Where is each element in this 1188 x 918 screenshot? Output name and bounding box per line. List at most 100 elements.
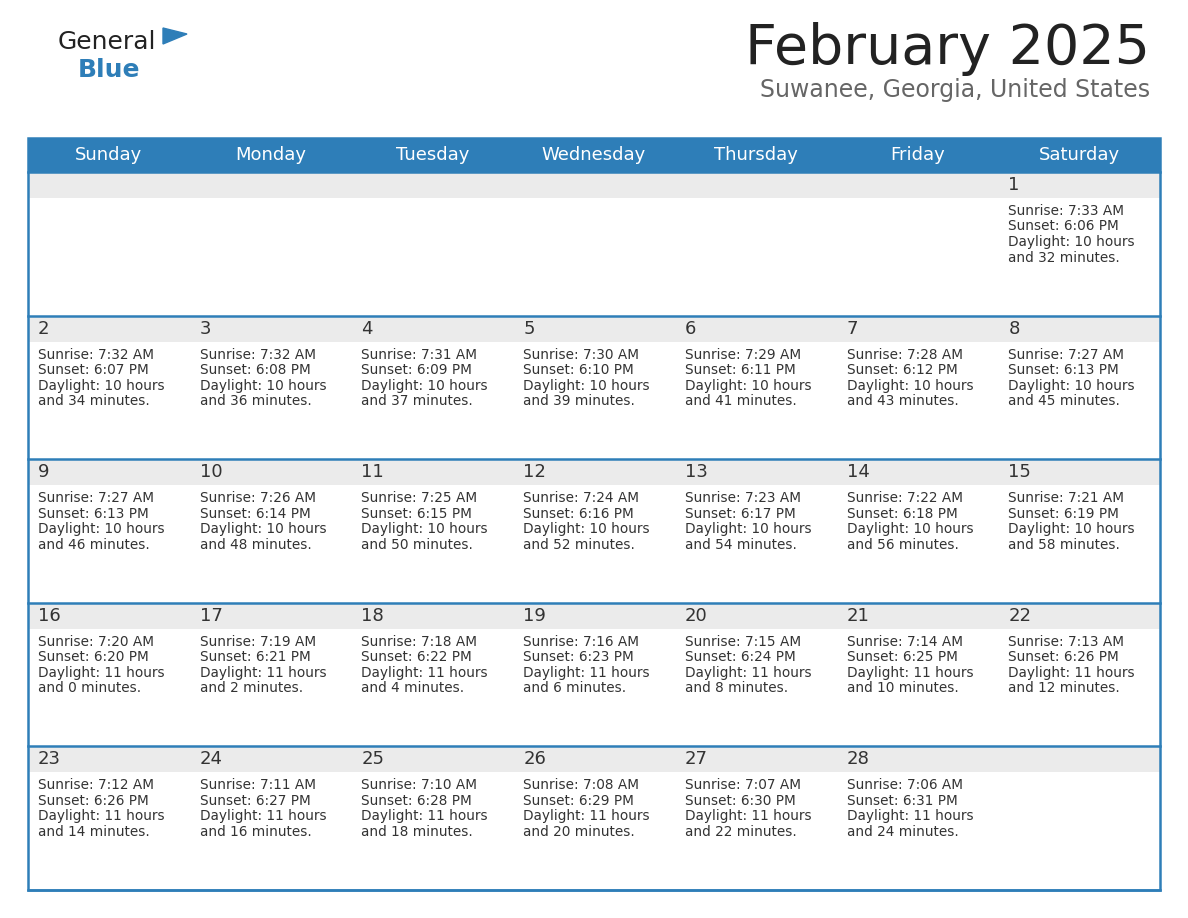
Text: Daylight: 11 hours: Daylight: 11 hours <box>523 666 650 680</box>
Text: Sunset: 6:31 PM: Sunset: 6:31 PM <box>847 794 958 808</box>
Text: 17: 17 <box>200 607 222 625</box>
Text: Daylight: 11 hours: Daylight: 11 hours <box>361 666 488 680</box>
Text: Sunrise: 7:21 AM: Sunrise: 7:21 AM <box>1009 491 1124 505</box>
Text: Sunrise: 7:12 AM: Sunrise: 7:12 AM <box>38 778 154 792</box>
Text: Thursday: Thursday <box>714 146 797 164</box>
Text: February 2025: February 2025 <box>745 22 1150 76</box>
Bar <box>29 172 1159 198</box>
Text: 12: 12 <box>523 464 546 481</box>
Text: and 32 minutes.: and 32 minutes. <box>1009 251 1120 264</box>
Text: Daylight: 10 hours: Daylight: 10 hours <box>684 378 811 393</box>
Text: Sunset: 6:20 PM: Sunset: 6:20 PM <box>38 650 148 665</box>
Text: Sunset: 6:27 PM: Sunset: 6:27 PM <box>200 794 310 808</box>
Text: Daylight: 11 hours: Daylight: 11 hours <box>200 666 327 680</box>
Text: 10: 10 <box>200 464 222 481</box>
Text: Suwanee, Georgia, United States: Suwanee, Georgia, United States <box>760 78 1150 102</box>
Text: Sunset: 6:19 PM: Sunset: 6:19 PM <box>1009 507 1119 521</box>
Text: Sunrise: 7:26 AM: Sunrise: 7:26 AM <box>200 491 316 505</box>
Text: Sunrise: 7:27 AM: Sunrise: 7:27 AM <box>38 491 154 505</box>
Text: 14: 14 <box>847 464 870 481</box>
Text: Sunset: 6:29 PM: Sunset: 6:29 PM <box>523 794 634 808</box>
Text: and 39 minutes.: and 39 minutes. <box>523 394 636 409</box>
Text: Sunrise: 7:10 AM: Sunrise: 7:10 AM <box>361 778 478 792</box>
Bar <box>29 746 1159 890</box>
Text: Sunrise: 7:06 AM: Sunrise: 7:06 AM <box>847 778 962 792</box>
Text: Sunset: 6:23 PM: Sunset: 6:23 PM <box>523 650 634 665</box>
Text: 11: 11 <box>361 464 384 481</box>
Text: Sunrise: 7:11 AM: Sunrise: 7:11 AM <box>200 778 316 792</box>
Text: Daylight: 11 hours: Daylight: 11 hours <box>38 666 165 680</box>
Text: Sunset: 6:13 PM: Sunset: 6:13 PM <box>1009 364 1119 377</box>
Text: Sunset: 6:10 PM: Sunset: 6:10 PM <box>523 364 634 377</box>
Text: Monday: Monday <box>235 146 307 164</box>
Text: and 37 minutes.: and 37 minutes. <box>361 394 473 409</box>
Text: and 2 minutes.: and 2 minutes. <box>200 681 303 695</box>
Text: Sunset: 6:24 PM: Sunset: 6:24 PM <box>684 650 796 665</box>
Text: and 36 minutes.: and 36 minutes. <box>200 394 311 409</box>
Text: 16: 16 <box>38 607 61 625</box>
Text: and 20 minutes.: and 20 minutes. <box>523 825 634 839</box>
Bar <box>29 138 1159 890</box>
Text: and 12 minutes.: and 12 minutes. <box>1009 681 1120 695</box>
Text: Sunset: 6:18 PM: Sunset: 6:18 PM <box>847 507 958 521</box>
Text: Daylight: 11 hours: Daylight: 11 hours <box>523 810 650 823</box>
Text: and 41 minutes.: and 41 minutes. <box>684 394 797 409</box>
Text: 20: 20 <box>684 607 708 625</box>
Text: Daylight: 11 hours: Daylight: 11 hours <box>361 810 488 823</box>
Text: 25: 25 <box>361 750 385 768</box>
Text: Sunset: 6:16 PM: Sunset: 6:16 PM <box>523 507 634 521</box>
Text: 2: 2 <box>38 319 50 338</box>
Bar <box>29 746 1159 772</box>
Text: 8: 8 <box>1009 319 1019 338</box>
Bar <box>29 459 1159 486</box>
Text: 4: 4 <box>361 319 373 338</box>
Text: and 14 minutes.: and 14 minutes. <box>38 825 150 839</box>
Text: Daylight: 10 hours: Daylight: 10 hours <box>847 378 973 393</box>
Text: Sunrise: 7:32 AM: Sunrise: 7:32 AM <box>38 348 154 362</box>
Text: 18: 18 <box>361 607 384 625</box>
Text: Sunset: 6:07 PM: Sunset: 6:07 PM <box>38 364 148 377</box>
Text: 3: 3 <box>200 319 211 338</box>
Text: and 22 minutes.: and 22 minutes. <box>684 825 797 839</box>
Text: Daylight: 11 hours: Daylight: 11 hours <box>38 810 165 823</box>
Text: Sunrise: 7:15 AM: Sunrise: 7:15 AM <box>684 635 801 649</box>
Text: 23: 23 <box>38 750 61 768</box>
Text: Daylight: 10 hours: Daylight: 10 hours <box>684 522 811 536</box>
Text: Sunrise: 7:24 AM: Sunrise: 7:24 AM <box>523 491 639 505</box>
Text: Daylight: 10 hours: Daylight: 10 hours <box>847 522 973 536</box>
Text: 13: 13 <box>684 464 708 481</box>
Text: Daylight: 10 hours: Daylight: 10 hours <box>200 378 327 393</box>
Text: Sunset: 6:11 PM: Sunset: 6:11 PM <box>684 364 796 377</box>
Bar <box>29 603 1159 746</box>
Text: Sunset: 6:21 PM: Sunset: 6:21 PM <box>200 650 310 665</box>
Text: Sunrise: 7:31 AM: Sunrise: 7:31 AM <box>361 348 478 362</box>
Text: Sunrise: 7:07 AM: Sunrise: 7:07 AM <box>684 778 801 792</box>
Text: and 0 minutes.: and 0 minutes. <box>38 681 141 695</box>
Text: Sunrise: 7:33 AM: Sunrise: 7:33 AM <box>1009 204 1124 218</box>
Text: 21: 21 <box>847 607 870 625</box>
Text: Sunset: 6:17 PM: Sunset: 6:17 PM <box>684 507 796 521</box>
Text: 5: 5 <box>523 319 535 338</box>
Text: and 10 minutes.: and 10 minutes. <box>847 681 959 695</box>
Text: Daylight: 10 hours: Daylight: 10 hours <box>200 522 327 536</box>
Text: Sunrise: 7:18 AM: Sunrise: 7:18 AM <box>361 635 478 649</box>
Text: Sunrise: 7:08 AM: Sunrise: 7:08 AM <box>523 778 639 792</box>
Text: Sunrise: 7:16 AM: Sunrise: 7:16 AM <box>523 635 639 649</box>
Bar <box>29 459 1159 603</box>
Text: 27: 27 <box>684 750 708 768</box>
Text: and 24 minutes.: and 24 minutes. <box>847 825 959 839</box>
Text: and 54 minutes.: and 54 minutes. <box>684 538 797 552</box>
Text: Daylight: 11 hours: Daylight: 11 hours <box>1009 666 1135 680</box>
Text: Wednesday: Wednesday <box>542 146 646 164</box>
Text: Friday: Friday <box>890 146 944 164</box>
Text: and 4 minutes.: and 4 minutes. <box>361 681 465 695</box>
Text: Daylight: 10 hours: Daylight: 10 hours <box>1009 378 1135 393</box>
Text: Daylight: 11 hours: Daylight: 11 hours <box>847 810 973 823</box>
Text: 24: 24 <box>200 750 222 768</box>
Text: and 52 minutes.: and 52 minutes. <box>523 538 636 552</box>
Bar <box>29 172 1159 316</box>
Text: and 16 minutes.: and 16 minutes. <box>200 825 311 839</box>
Text: Sunset: 6:26 PM: Sunset: 6:26 PM <box>38 794 148 808</box>
Bar <box>29 316 1159 341</box>
Text: 7: 7 <box>847 319 858 338</box>
